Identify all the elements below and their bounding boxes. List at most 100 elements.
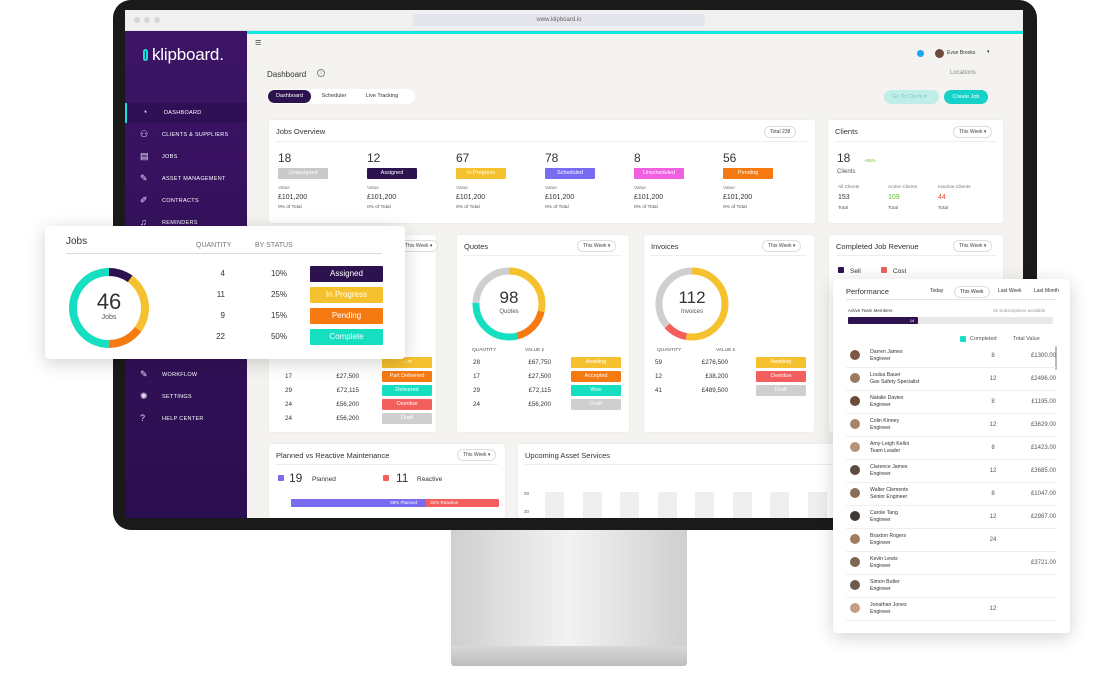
invoices-period-label: This Week (768, 243, 792, 249)
performance-row[interactable]: Clarence James Engineer 12 £3685.00 (846, 460, 1056, 483)
tab-live-tracking[interactable]: Live Tracking (365, 93, 399, 99)
jobs-period-select[interactable]: This Week ▾ (399, 240, 439, 252)
menu-icon[interactable]: ≡ (255, 37, 262, 49)
performance-row[interactable]: Braxton Rogers Engineer 24 (846, 529, 1056, 552)
jobs-popup-status[interactable]: Pending (310, 308, 383, 324)
period-tab-last-month[interactable]: Last Month (1034, 288, 1059, 294)
divider (651, 255, 807, 256)
row-status-badge[interactable]: Overdue (756, 371, 806, 382)
sidebar-item-contracts[interactable]: ✐ CONTRACTS (125, 191, 247, 211)
period-tab-this-week[interactable]: This Week (954, 286, 990, 298)
revenue-period-select[interactable]: This Week ▾ (953, 240, 993, 252)
window-dot[interactable] (144, 17, 150, 23)
performance-row[interactable]: Carole Tang Engineer 12 £2987.00 (846, 506, 1056, 529)
row-status-badge[interactable]: …nt (382, 357, 432, 368)
jobs-popup-status[interactable]: Assigned (310, 266, 383, 282)
performance-row[interactable]: Louisa Bauer Gas Safety Specialist 12 £2496… (846, 368, 1056, 391)
performance-row[interactable]: Kevin Lewis Engineer £3721.00 (846, 552, 1056, 575)
row-value: £72,115 (336, 387, 359, 394)
jobs-popup-col-status: BY STATUS (255, 242, 293, 249)
row-value: £56,200 (528, 401, 551, 408)
performance-row[interactable]: Jonathan Jones Engineer 12 (846, 598, 1056, 621)
maintenance-period-select[interactable]: This Week ▾ (457, 449, 497, 461)
sidebar-item-jobs[interactable]: ▤ JOBS (125, 147, 247, 167)
sidebar-item-workflow[interactable]: ✎ WORKFLOW (125, 365, 247, 385)
row-quantity: 28 (472, 359, 480, 366)
status-badge[interactable]: Scheduled (545, 168, 595, 179)
row-status-badge[interactable]: Draft (571, 399, 621, 410)
jobs-overview-card: Jobs Overview Total 238 18 Unassigned Valu… (269, 120, 815, 223)
window-dot[interactable] (134, 17, 140, 23)
row-status-badge[interactable]: Awaiting (756, 357, 806, 368)
go-to-client-button[interactable]: Go To Client ▾ (884, 90, 939, 104)
asset-chart-bar (807, 492, 827, 518)
divider (276, 141, 808, 142)
asset-chart-bar (545, 492, 564, 518)
jobs-popup-status[interactable]: Complete (310, 329, 383, 345)
status-badge[interactable]: Pending (723, 168, 773, 179)
value-label: Value (456, 186, 468, 191)
status-badge[interactable]: Unassigned (278, 168, 328, 179)
member-info: Carole Tang Engineer (870, 510, 898, 524)
tab-scheduler[interactable]: Scheduler (321, 93, 347, 99)
member-role: Gas Safety Specialist (870, 379, 920, 385)
invoices-period-select[interactable]: This Week ▾ (762, 240, 802, 252)
client-stat-label: Active Clients (888, 185, 918, 190)
sidebar-item-clients-suppliers[interactable]: ⚇ CLIENTS & SUPPLIERS (125, 125, 247, 145)
row-status-badge[interactable]: Awaiting (571, 357, 621, 368)
row-status-badge[interactable]: Delivered (382, 385, 432, 396)
row-status-badge[interactable]: Overdue (382, 399, 432, 410)
member-info: Simon Butler Engineer (870, 579, 900, 593)
member-role: Engineer (870, 471, 891, 477)
period-tab-today[interactable]: Today (930, 288, 944, 294)
status-badge[interactable]: Assigned (367, 168, 417, 179)
performance-row[interactable]: Simon Butler Engineer (846, 575, 1056, 598)
status-value: £101,200 (278, 194, 308, 201)
total-badge[interactable]: Total 238 (764, 126, 797, 138)
period-tab-last-week[interactable]: Last Week (998, 288, 1022, 294)
info-icon[interactable]: i (317, 69, 325, 77)
row-status-badge[interactable]: Won (571, 385, 621, 396)
sidebar-item-label: SETTINGS (162, 394, 192, 400)
window-dot[interactable] (154, 17, 160, 23)
pct-of-total: 0% of Total (545, 205, 569, 210)
scrollbar[interactable] (1055, 346, 1057, 370)
locations-link[interactable]: Locations (950, 70, 976, 76)
sidebar-item-reminders[interactable]: ♫ REMINDERS (125, 213, 247, 233)
row-status-badge[interactable]: Part Delivered (382, 371, 432, 382)
jobs-popup-qty: 11 (216, 290, 225, 299)
user-name[interactable]: Evan Brooks (947, 50, 976, 56)
logo[interactable]: klipboard. (143, 45, 224, 65)
sidebar-item-help-center[interactable]: ? HELP CENTER (125, 409, 247, 429)
create-job-button[interactable]: Create Job (944, 90, 988, 104)
reactive-count: 11 (396, 471, 409, 485)
performance-row[interactable]: Colin Kinney Engineer 12 £3629.00 (846, 414, 1056, 437)
jobs-popup-status[interactable]: In Progress (310, 287, 383, 303)
planned-pct: 69% Planned (390, 500, 417, 505)
performance-row[interactable]: Darren James Engineer 8 £1300.00 (846, 345, 1056, 368)
row-status-badge[interactable]: Accepted (571, 371, 621, 382)
member-total-value: £1423.00 (1030, 445, 1056, 451)
member-total-value: £2496.00 (1030, 376, 1056, 382)
performance-row[interactable]: Amy-Leigh Kelloi Team Leader 8 £1423.00 (846, 437, 1056, 460)
quotes-period-select[interactable]: This Week ▾ (577, 240, 617, 252)
user-avatar[interactable] (935, 49, 944, 58)
clients-period-select[interactable]: This Week ▾ (953, 126, 993, 138)
monitor-stand (451, 530, 687, 648)
sidebar-item-dashboard[interactable]: ◔ DASHBOARD (125, 103, 247, 123)
tab-dashboard[interactable]: Dashboard (268, 90, 311, 103)
performance-row[interactable]: Natalie Davies Engineer 8 £1195.00 (846, 391, 1056, 414)
performance-row[interactable]: Walter Clements Senior Engineer 8 £1047.00 (846, 483, 1056, 506)
client-stat-value: 153 (838, 194, 850, 201)
sidebar-item-asset-management[interactable]: ✎ ASSET MANAGEMENT (125, 169, 247, 189)
member-total-value: £1195.00 (1031, 399, 1056, 405)
status-badge[interactable]: Unscheduled (634, 168, 684, 179)
help-icon: ? (140, 413, 146, 423)
url-bar[interactable]: www.klipboard.io (413, 14, 705, 26)
chevron-down-icon[interactable]: ▾ (987, 49, 990, 55)
sidebar-item-settings[interactable]: ✺ SETTINGS (125, 387, 247, 407)
status-badge[interactable]: In Progress (456, 168, 506, 179)
row-status-badge[interactable]: Draft (382, 413, 432, 424)
row-status-badge[interactable]: Draft (756, 385, 806, 396)
notification-icon[interactable] (917, 50, 924, 57)
